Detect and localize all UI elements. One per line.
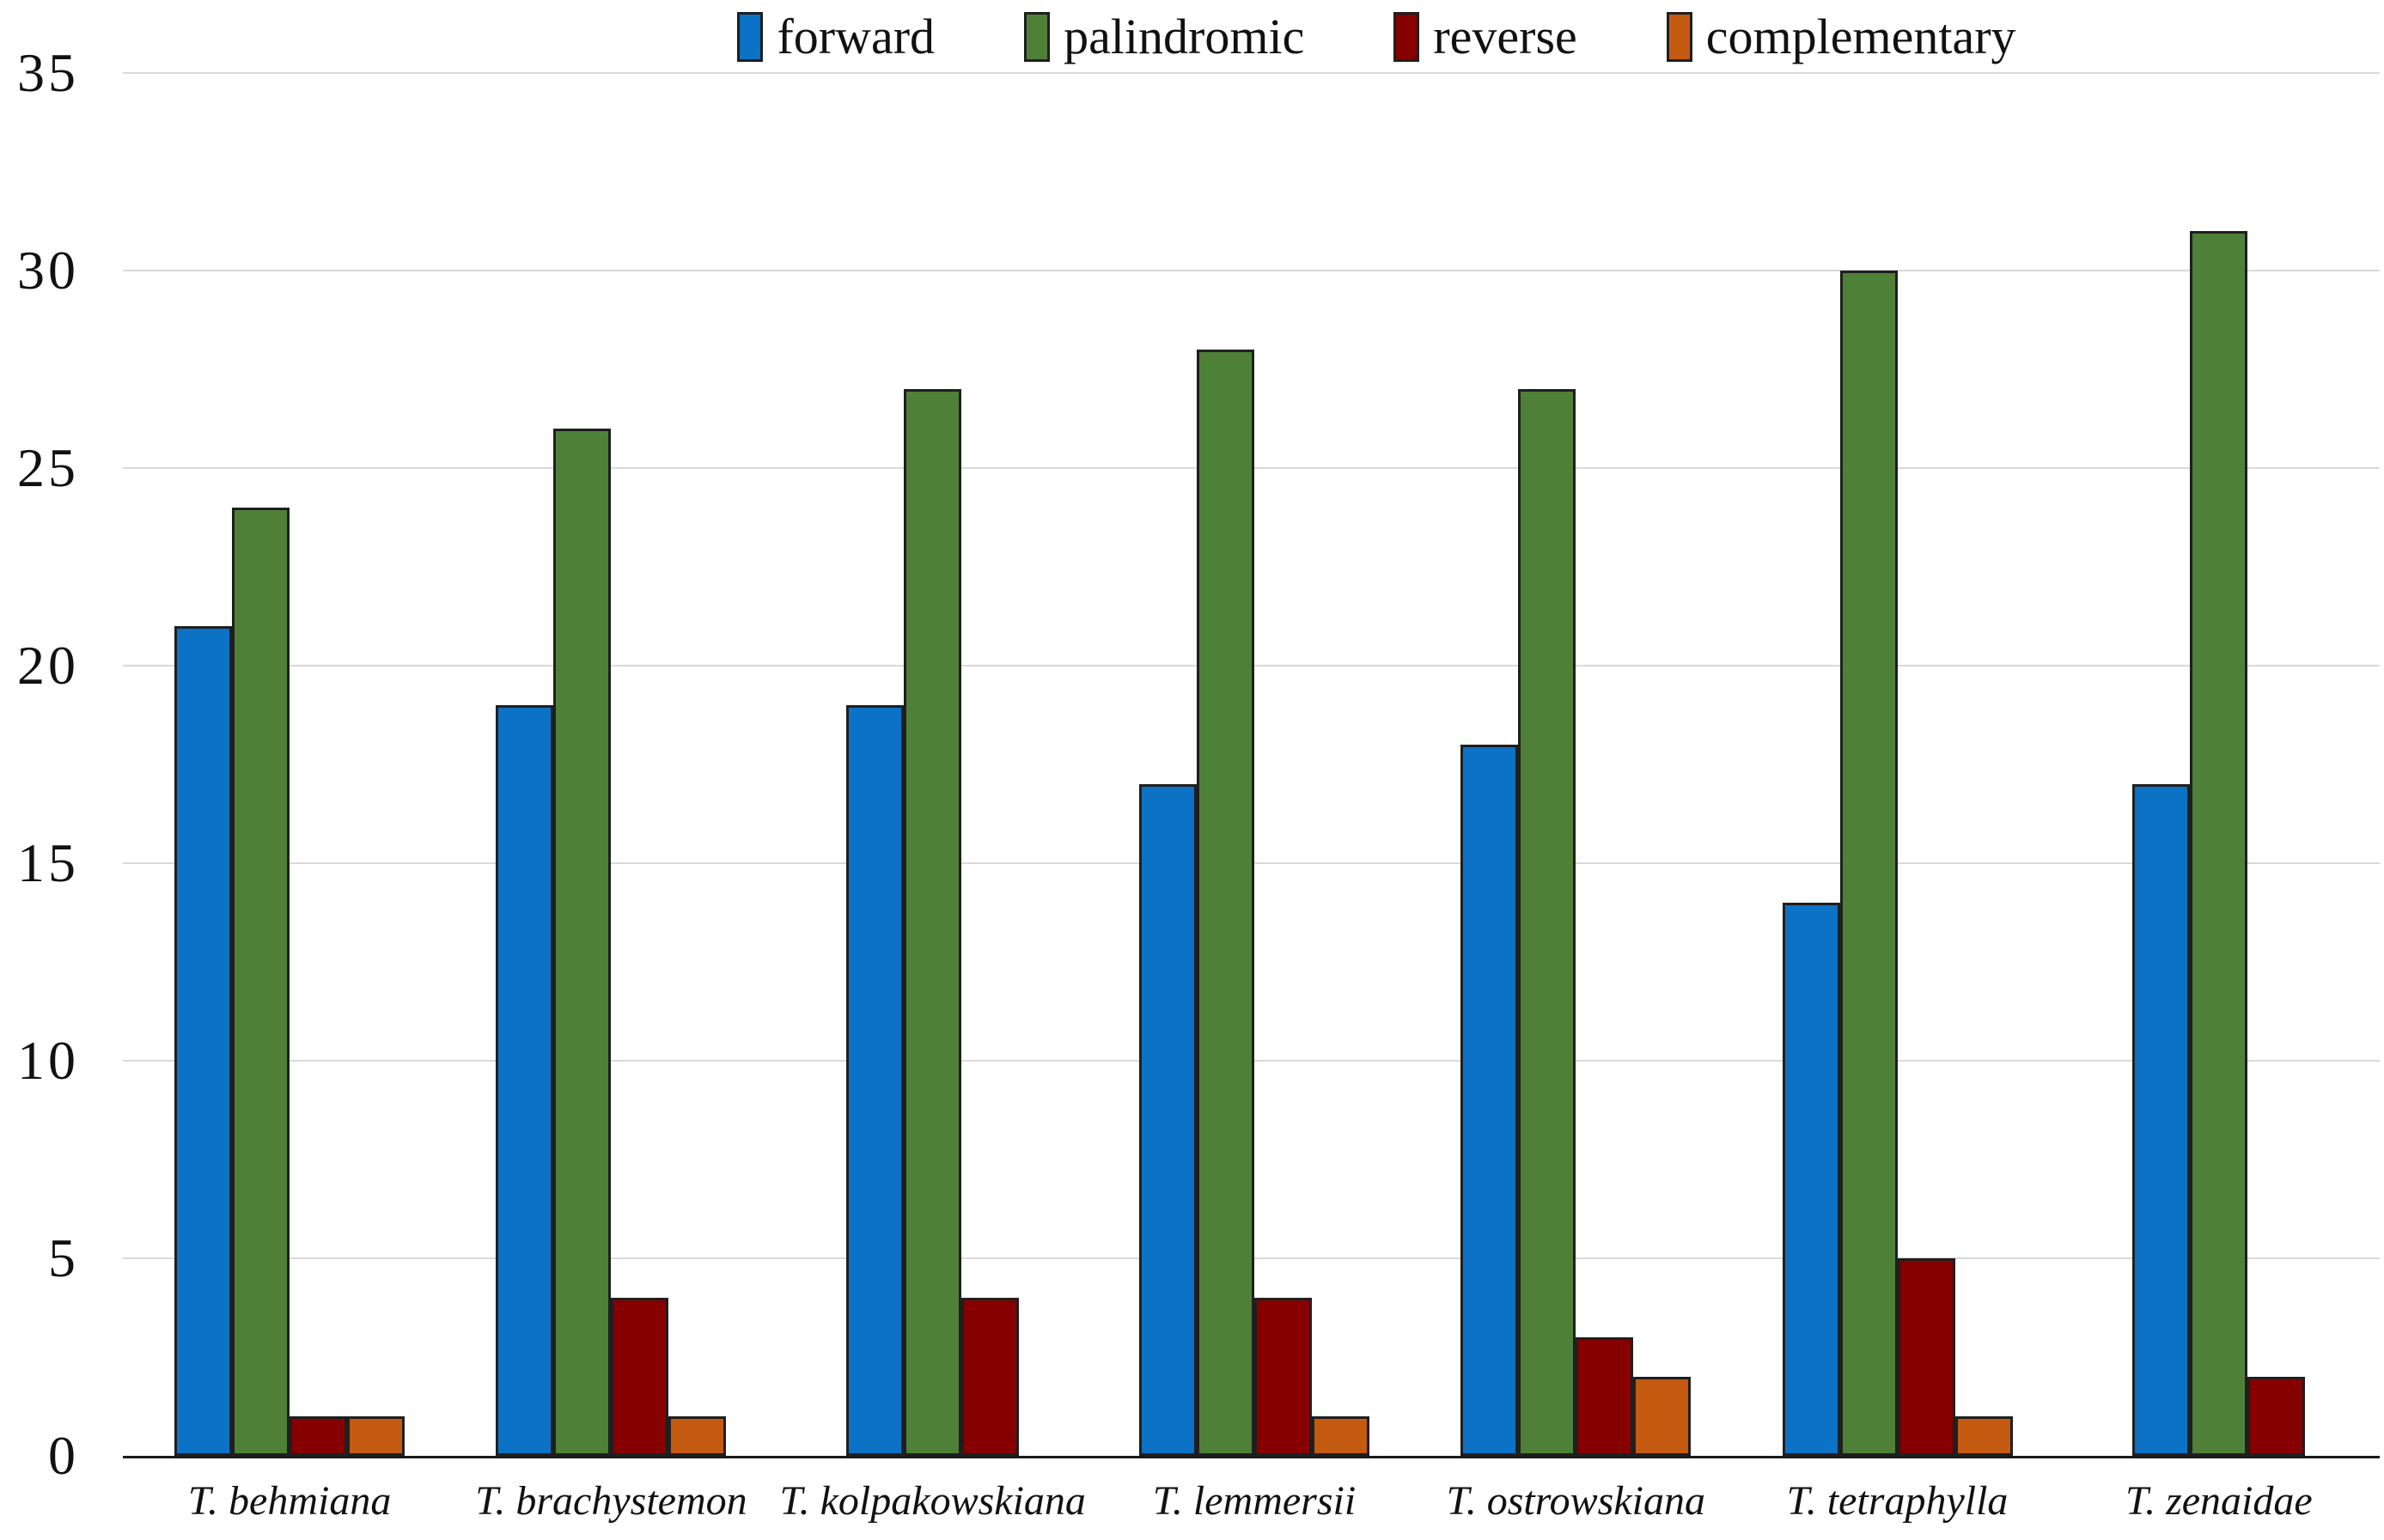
bar-group-5	[1415, 73, 1736, 1456]
bar-palindromic	[1196, 350, 1254, 1456]
bar-group-7	[2058, 73, 2380, 1456]
bar-groups	[129, 73, 2380, 1456]
bar-reverse	[961, 1298, 1020, 1456]
bar-reverse	[1576, 1337, 1634, 1456]
legend-swatch-reverse	[1393, 12, 1420, 62]
legend-label-palindromic: palindromic	[1064, 9, 1305, 64]
bar-forward	[1138, 784, 1197, 1456]
bar-reverse	[1897, 1258, 1955, 1456]
gridline-30	[123, 270, 2380, 271]
chart-legend: forward palindromic reverse complementar…	[0, 3, 2384, 70]
bar-complementary	[1954, 1416, 2013, 1456]
legend-label-forward: forward	[777, 9, 936, 64]
bar-complementary	[668, 1416, 727, 1456]
legend-swatch-complementary	[1666, 12, 1692, 62]
bar-palindromic	[553, 429, 612, 1456]
bar-group-6	[1736, 73, 2058, 1456]
legend-item-reverse: reverse	[1393, 9, 1577, 64]
x-category-label-6: T. tetraphylla	[1786, 1478, 2009, 1524]
bar-reverse	[290, 1416, 348, 1456]
y-tick-label-30: 30	[17, 240, 79, 301]
x-category-label-1: T. behmiana	[187, 1478, 392, 1524]
bar-forward	[174, 626, 233, 1456]
bar-reverse	[1253, 1298, 1312, 1456]
y-tick-label-35: 35	[17, 42, 79, 103]
x-category-label-7: T. zenaidae	[2125, 1478, 2313, 1524]
bar-group-1	[129, 73, 450, 1456]
bar-complementary	[1311, 1416, 1369, 1456]
legend-swatch-palindromic	[1024, 12, 1051, 62]
y-tick-label-15: 15	[17, 832, 79, 893]
bar-palindromic	[2190, 231, 2248, 1456]
legend-label-complementary: complementary	[1705, 9, 2016, 64]
bar-complementary	[1633, 1377, 1692, 1456]
y-tick-label-0: 0	[48, 1425, 79, 1486]
legend-swatch-forward	[737, 12, 764, 62]
x-category-label-3: T. kolpakowskiana	[779, 1478, 1086, 1524]
x-axis-line	[123, 1456, 129, 1458]
legend-item-complementary: complementary	[1666, 9, 2016, 64]
bar-complementary	[347, 1416, 405, 1456]
x-category-label-2: T. brachystemon	[475, 1478, 747, 1524]
bar-forward	[846, 705, 905, 1456]
y-tick-label-10: 10	[17, 1030, 79, 1091]
y-tick-label-5: 5	[48, 1227, 79, 1288]
bar-forward	[496, 705, 554, 1456]
x-category-label-5: T. ostrowskiana	[1446, 1478, 1705, 1524]
plot-area	[123, 72, 2380, 1458]
bar-palindromic	[1839, 271, 1898, 1456]
bar-reverse	[611, 1298, 669, 1456]
bar-group-3	[772, 73, 1094, 1456]
x-axis-labels: T. behmiana T. brachystemon T. kolpakowski…	[129, 1476, 2380, 1527]
bar-forward	[1460, 745, 1519, 1456]
bar-group-2	[450, 73, 771, 1456]
legend-item-palindromic: palindromic	[1024, 12, 1304, 62]
y-tick-label-20: 20	[17, 635, 79, 696]
bar-reverse	[2247, 1377, 2306, 1456]
legend-item-forward: forward	[737, 12, 935, 62]
y-tick-label-25: 25	[17, 437, 79, 498]
y-axis-labels: 0 5 10 15 20 25 30 35	[0, 0, 79, 1540]
bar-forward	[2132, 784, 2191, 1456]
bar-palindromic	[904, 389, 962, 1456]
gridline-35	[123, 72, 2380, 74]
bar-group-4	[1094, 73, 1415, 1456]
bar-forward	[1782, 903, 1840, 1456]
x-category-label-4: T. lemmersii	[1152, 1478, 1357, 1524]
legend-label-reverse: reverse	[1433, 9, 1577, 64]
bar-palindromic	[232, 508, 290, 1456]
bar-palindromic	[1518, 389, 1576, 1456]
